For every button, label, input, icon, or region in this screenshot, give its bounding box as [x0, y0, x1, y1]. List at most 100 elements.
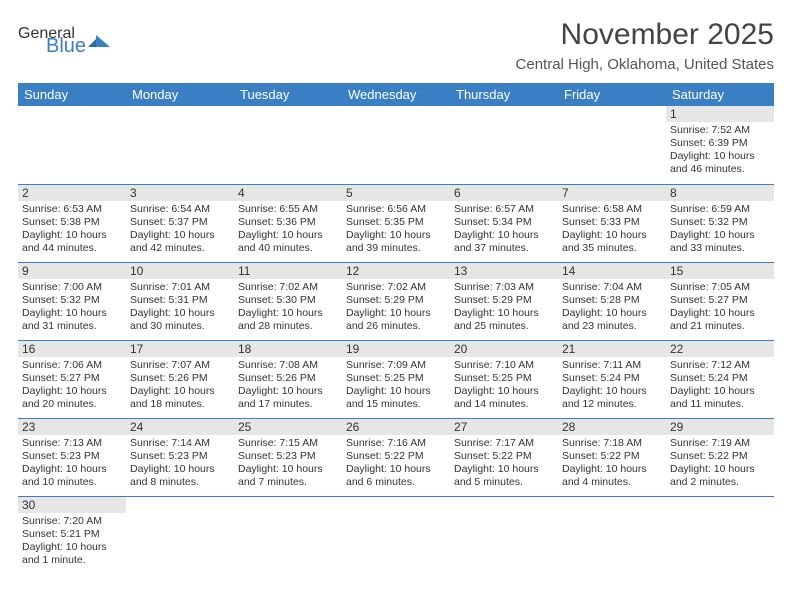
- calendar-cell: 11Sunrise: 7:02 AMSunset: 5:30 PMDayligh…: [234, 262, 342, 340]
- day-detail-line: Daylight: 10 hours and 31 minutes.: [22, 307, 122, 333]
- day-detail-line: Sunset: 5:32 PM: [670, 216, 770, 229]
- day-details: Sunrise: 7:00 AMSunset: 5:32 PMDaylight:…: [18, 279, 126, 338]
- day-detail-line: Daylight: 10 hours and 28 minutes.: [238, 307, 338, 333]
- day-detail-line: Daylight: 10 hours and 40 minutes.: [238, 229, 338, 255]
- header: General Blue November 2025 Central High,…: [18, 18, 774, 73]
- logo-text: General Blue: [18, 26, 86, 56]
- day-number: 29: [666, 419, 774, 435]
- day-details: Sunrise: 7:12 AMSunset: 5:24 PMDaylight:…: [666, 357, 774, 416]
- day-number: 23: [18, 419, 126, 435]
- calendar-cell: 2Sunrise: 6:53 AMSunset: 5:38 PMDaylight…: [18, 184, 126, 262]
- calendar-cell: [558, 496, 666, 574]
- day-detail-line: Sunset: 5:25 PM: [454, 372, 554, 385]
- day-detail-line: Sunrise: 7:17 AM: [454, 437, 554, 450]
- day-detail-line: Sunrise: 7:11 AM: [562, 359, 662, 372]
- day-number: [666, 497, 774, 499]
- calendar-cell: 27Sunrise: 7:17 AMSunset: 5:22 PMDayligh…: [450, 418, 558, 496]
- calendar-cell: 17Sunrise: 7:07 AMSunset: 5:26 PMDayligh…: [126, 340, 234, 418]
- day-detail-line: Sunrise: 7:07 AM: [130, 359, 230, 372]
- weekday-header: Sunday: [18, 83, 126, 106]
- day-detail-line: Sunset: 5:23 PM: [22, 450, 122, 463]
- day-detail-line: Sunrise: 7:03 AM: [454, 281, 554, 294]
- day-number: 3: [126, 185, 234, 201]
- day-detail-line: Sunrise: 7:13 AM: [22, 437, 122, 450]
- day-detail-line: Sunset: 5:37 PM: [130, 216, 230, 229]
- day-number: 7: [558, 185, 666, 201]
- calendar-cell: 21Sunrise: 7:11 AMSunset: 5:24 PMDayligh…: [558, 340, 666, 418]
- calendar-cell: 7Sunrise: 6:58 AMSunset: 5:33 PMDaylight…: [558, 184, 666, 262]
- day-detail-line: Daylight: 10 hours and 25 minutes.: [454, 307, 554, 333]
- day-detail-line: Sunrise: 7:52 AM: [670, 124, 770, 137]
- day-detail-line: Sunset: 5:22 PM: [670, 450, 770, 463]
- day-detail-line: Sunset: 5:22 PM: [454, 450, 554, 463]
- day-number: 16: [18, 341, 126, 357]
- day-number: [450, 497, 558, 499]
- day-detail-line: Sunrise: 7:20 AM: [22, 515, 122, 528]
- day-detail-line: Sunrise: 7:06 AM: [22, 359, 122, 372]
- day-number: 19: [342, 341, 450, 357]
- calendar-cell: 3Sunrise: 6:54 AMSunset: 5:37 PMDaylight…: [126, 184, 234, 262]
- day-number: [558, 497, 666, 499]
- day-number: [234, 106, 342, 108]
- day-detail-line: Daylight: 10 hours and 23 minutes.: [562, 307, 662, 333]
- day-detail-line: Sunrise: 6:54 AM: [130, 203, 230, 216]
- day-detail-line: Sunset: 5:28 PM: [562, 294, 662, 307]
- calendar-cell: [558, 106, 666, 184]
- day-detail-line: Daylight: 10 hours and 7 minutes.: [238, 463, 338, 489]
- day-detail-line: Sunset: 5:30 PM: [238, 294, 338, 307]
- day-detail-line: Sunrise: 7:16 AM: [346, 437, 446, 450]
- day-number: 1: [666, 106, 774, 122]
- day-detail-line: Sunrise: 7:02 AM: [346, 281, 446, 294]
- day-detail-line: Daylight: 10 hours and 14 minutes.: [454, 385, 554, 411]
- calendar-cell: 26Sunrise: 7:16 AMSunset: 5:22 PMDayligh…: [342, 418, 450, 496]
- day-number: 14: [558, 263, 666, 279]
- day-detail-line: Sunset: 5:23 PM: [238, 450, 338, 463]
- day-detail-line: Sunrise: 7:04 AM: [562, 281, 662, 294]
- day-details: Sunrise: 7:17 AMSunset: 5:22 PMDaylight:…: [450, 435, 558, 494]
- day-details: Sunrise: 7:10 AMSunset: 5:25 PMDaylight:…: [450, 357, 558, 416]
- day-detail-line: Daylight: 10 hours and 12 minutes.: [562, 385, 662, 411]
- day-detail-line: Daylight: 10 hours and 1 minute.: [22, 541, 122, 567]
- day-detail-line: Sunrise: 6:55 AM: [238, 203, 338, 216]
- day-number: 25: [234, 419, 342, 435]
- day-detail-line: Daylight: 10 hours and 33 minutes.: [670, 229, 770, 255]
- day-number: 11: [234, 263, 342, 279]
- day-details: Sunrise: 6:53 AMSunset: 5:38 PMDaylight:…: [18, 201, 126, 260]
- day-detail-line: Daylight: 10 hours and 6 minutes.: [346, 463, 446, 489]
- day-details: Sunrise: 6:54 AMSunset: 5:37 PMDaylight:…: [126, 201, 234, 260]
- calendar-cell: 12Sunrise: 7:02 AMSunset: 5:29 PMDayligh…: [342, 262, 450, 340]
- day-number: 5: [342, 185, 450, 201]
- day-details: Sunrise: 7:13 AMSunset: 5:23 PMDaylight:…: [18, 435, 126, 494]
- day-detail-line: Daylight: 10 hours and 37 minutes.: [454, 229, 554, 255]
- day-detail-line: Sunset: 6:39 PM: [670, 137, 770, 150]
- day-detail-line: Daylight: 10 hours and 10 minutes.: [22, 463, 122, 489]
- day-detail-line: Daylight: 10 hours and 8 minutes.: [130, 463, 230, 489]
- day-details: Sunrise: 7:02 AMSunset: 5:30 PMDaylight:…: [234, 279, 342, 338]
- day-number: 17: [126, 341, 234, 357]
- day-detail-line: Sunrise: 7:12 AM: [670, 359, 770, 372]
- day-details: Sunrise: 7:19 AMSunset: 5:22 PMDaylight:…: [666, 435, 774, 494]
- day-details: Sunrise: 7:15 AMSunset: 5:23 PMDaylight:…: [234, 435, 342, 494]
- calendar-cell: 29Sunrise: 7:19 AMSunset: 5:22 PMDayligh…: [666, 418, 774, 496]
- day-details: Sunrise: 7:14 AMSunset: 5:23 PMDaylight:…: [126, 435, 234, 494]
- day-detail-line: Daylight: 10 hours and 44 minutes.: [22, 229, 122, 255]
- month-title: November 2025: [516, 18, 774, 52]
- calendar-table: Sunday Monday Tuesday Wednesday Thursday…: [18, 83, 774, 574]
- calendar-week-row: 16Sunrise: 7:06 AMSunset: 5:27 PMDayligh…: [18, 340, 774, 418]
- day-detail-line: Daylight: 10 hours and 42 minutes.: [130, 229, 230, 255]
- logo-word-blue: Blue: [46, 36, 86, 56]
- day-number: [18, 106, 126, 108]
- day-details: Sunrise: 7:02 AMSunset: 5:29 PMDaylight:…: [342, 279, 450, 338]
- day-detail-line: Sunset: 5:27 PM: [670, 294, 770, 307]
- day-detail-line: Sunset: 5:35 PM: [346, 216, 446, 229]
- day-details: Sunrise: 7:11 AMSunset: 5:24 PMDaylight:…: [558, 357, 666, 416]
- day-details: Sunrise: 6:59 AMSunset: 5:32 PMDaylight:…: [666, 201, 774, 260]
- weekday-header: Wednesday: [342, 83, 450, 106]
- day-detail-line: Sunrise: 7:09 AM: [346, 359, 446, 372]
- calendar-cell: 10Sunrise: 7:01 AMSunset: 5:31 PMDayligh…: [126, 262, 234, 340]
- day-detail-line: Sunrise: 7:01 AM: [130, 281, 230, 294]
- calendar-cell: [18, 106, 126, 184]
- day-detail-line: Sunrise: 7:08 AM: [238, 359, 338, 372]
- day-details: Sunrise: 7:03 AMSunset: 5:29 PMDaylight:…: [450, 279, 558, 338]
- day-detail-line: Sunrise: 6:57 AM: [454, 203, 554, 216]
